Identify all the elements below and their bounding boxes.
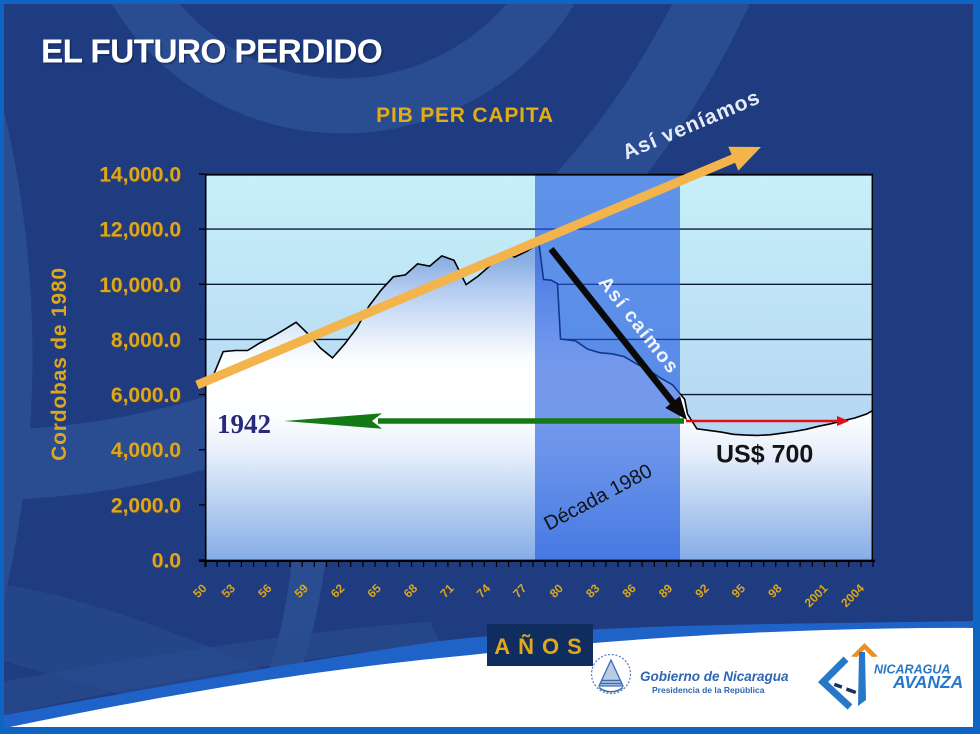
svg-text:10,000.0: 10,000.0: [99, 274, 181, 297]
svg-text:Cordobas de 1980: Cordobas de 1980: [48, 267, 71, 461]
svg-text:AÑOS: AÑOS: [494, 634, 590, 659]
svg-text:Gobierno de Nicaragua: Gobierno de Nicaragua: [640, 669, 789, 684]
svg-text:NICARAGUA: NICARAGUA: [874, 663, 950, 677]
svg-text:1942: 1942: [217, 409, 271, 439]
svg-text:AVANZA: AVANZA: [892, 672, 963, 692]
svg-text:12,000.0: 12,000.0: [99, 219, 181, 242]
svg-text:EL FUTURO PERDIDO: EL FUTURO PERDIDO: [41, 34, 382, 71]
svg-text:PIB PER CAPITA: PIB PER CAPITA: [376, 104, 554, 127]
svg-text:8,000.0: 8,000.0: [111, 329, 181, 352]
svg-text:4,000.0: 4,000.0: [111, 439, 181, 462]
svg-text:14,000.0: 14,000.0: [99, 164, 181, 187]
svg-text:Presidencia de la República: Presidencia de la República: [652, 685, 765, 695]
svg-text:6,000.0: 6,000.0: [111, 384, 181, 407]
svg-text:0.0: 0.0: [152, 550, 181, 573]
svg-text:US$ 700: US$ 700: [716, 441, 813, 469]
svg-text:2,000.0: 2,000.0: [111, 494, 181, 517]
